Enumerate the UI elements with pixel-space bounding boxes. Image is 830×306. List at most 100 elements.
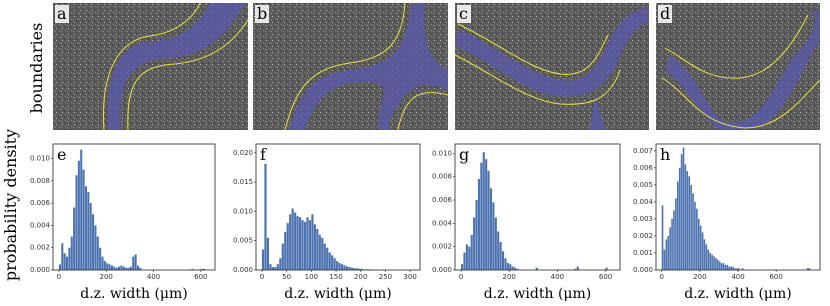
bar	[115, 267, 118, 270]
bar	[328, 252, 331, 270]
bar	[665, 239, 668, 270]
bar	[321, 237, 324, 270]
y-tick-label: 0.002	[30, 244, 50, 252]
y-tick-label: 0.002	[633, 232, 653, 240]
bar	[497, 231, 500, 270]
y-tick-label: 0.001	[633, 249, 653, 257]
plot-area	[656, 144, 820, 270]
bar	[203, 268, 206, 270]
bar	[301, 220, 304, 270]
bar	[720, 263, 723, 270]
bar	[291, 208, 294, 270]
bar	[61, 243, 64, 270]
bar	[487, 170, 490, 270]
bar	[306, 217, 309, 270]
bar	[89, 203, 92, 270]
bar	[692, 193, 694, 270]
bar	[678, 167, 681, 270]
bar	[516, 268, 519, 270]
x-tick-label: 200	[693, 273, 706, 281]
bar	[461, 264, 464, 270]
bar	[271, 267, 274, 270]
bar	[118, 266, 121, 270]
panel-label: a	[57, 4, 67, 23]
bar	[122, 266, 125, 270]
bar	[738, 268, 740, 270]
bar	[70, 236, 73, 270]
bar	[718, 261, 721, 270]
bar	[331, 255, 334, 270]
x-tick-label: 0	[459, 273, 463, 281]
bar	[136, 265, 140, 270]
bar	[108, 264, 111, 270]
x-tick-label: 200	[503, 273, 516, 281]
bar	[676, 181, 679, 270]
axes-frame	[255, 143, 421, 271]
x-axis-label: d.z. width (μm)	[684, 286, 792, 302]
bar	[113, 266, 116, 270]
bar	[514, 267, 517, 270]
bar	[296, 216, 299, 270]
panel-label: b	[257, 4, 267, 23]
panel-label: h	[660, 145, 670, 164]
y-tick-label: 0.004	[633, 198, 654, 206]
bar	[736, 268, 738, 270]
bar	[63, 253, 66, 270]
y-tick-label: 0.010	[432, 149, 452, 157]
bar	[58, 264, 61, 270]
bar	[276, 264, 279, 270]
bar	[77, 160, 80, 270]
bar	[286, 223, 289, 270]
bar	[730, 266, 732, 270]
bar	[667, 235, 670, 270]
row-label: boundaries	[27, 23, 46, 114]
y-tick-label: 0.008	[432, 173, 452, 181]
bar	[200, 268, 203, 270]
bar	[269, 264, 272, 270]
bar	[110, 265, 114, 270]
bar	[463, 252, 466, 270]
bar	[703, 239, 706, 270]
bar	[707, 249, 710, 270]
bar	[96, 236, 99, 270]
x-tick-label: 0	[260, 273, 264, 281]
bar	[82, 169, 85, 270]
bar	[87, 191, 90, 270]
bar	[84, 186, 87, 270]
bar	[680, 154, 683, 270]
x-tick-label: 600	[769, 273, 782, 281]
x-tick-label: 400	[731, 273, 744, 281]
bar	[492, 202, 495, 270]
bar	[99, 247, 102, 270]
x-axis-label: d.z. width (μm)	[284, 286, 392, 302]
plot-area	[256, 144, 420, 270]
bar	[699, 225, 702, 270]
bar	[686, 171, 689, 270]
bar	[75, 175, 78, 270]
bar	[311, 214, 314, 270]
bar	[669, 227, 671, 270]
bar	[728, 266, 731, 270]
bar	[129, 266, 132, 270]
panel-label-bg	[55, 146, 69, 164]
bar	[489, 188, 493, 270]
bar	[294, 212, 297, 270]
x-tick-label: 600	[194, 273, 207, 281]
bar	[281, 243, 284, 270]
bar	[713, 256, 715, 270]
x-tick-label: 200	[354, 273, 367, 281]
x-tick-label: 0	[659, 273, 663, 281]
bar	[191, 268, 194, 270]
bar	[343, 265, 346, 270]
y-tick-label: 0.015	[233, 178, 253, 186]
bar	[264, 155, 267, 270]
y-tick-label: 0.020	[233, 149, 253, 157]
y-tick-label: 0.005	[633, 181, 653, 189]
bar	[132, 256, 135, 270]
x-tick-label: 200	[100, 273, 113, 281]
bar	[127, 267, 130, 270]
x-tick-label: 0	[57, 273, 61, 281]
bar	[66, 256, 69, 270]
axes-frame	[52, 143, 216, 271]
bar	[701, 232, 704, 270]
